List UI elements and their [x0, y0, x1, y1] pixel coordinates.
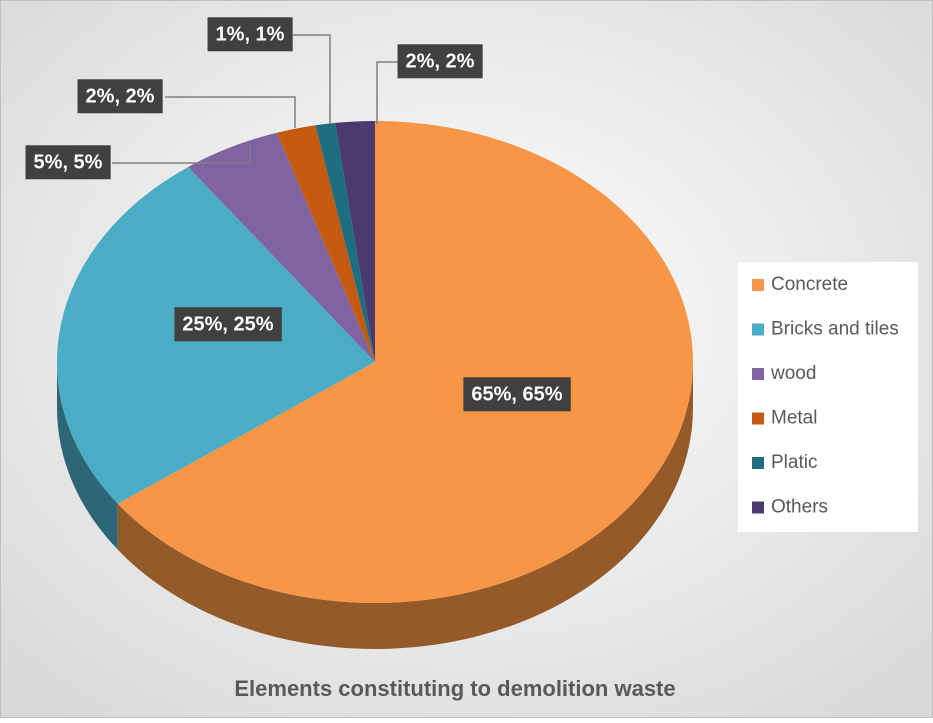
slice [276, 125, 375, 363]
data-label-group: 2%, 2% [397, 44, 483, 79]
leader-line [376, 61, 400, 124]
leader-line [165, 96, 296, 128]
slice [117, 121, 693, 604]
legend-label: Concrete [771, 274, 848, 295]
leader-line [290, 34, 331, 124]
data-label-group: 25%, 25% [174, 307, 282, 342]
data-label: 25%, 25% [182, 313, 273, 335]
data-label: 1%, 1% [216, 23, 285, 45]
data-label-box [463, 377, 571, 412]
legend-swatch [752, 412, 764, 425]
legend-label: Bricks and tiles [771, 319, 899, 340]
slice [335, 121, 375, 362]
legend-label: Platic [771, 452, 817, 473]
data-label: 65%, 65% [471, 383, 562, 405]
legend-swatch [752, 279, 764, 291]
data-label-group: 1%, 1% [207, 17, 293, 52]
data-label-box [397, 44, 483, 79]
data-label-box [207, 17, 293, 52]
data-label-box [25, 145, 111, 180]
data-label: 2%, 2% [406, 50, 475, 72]
leader-line [112, 145, 251, 164]
legend-label: Others [771, 497, 828, 518]
legend-swatch [752, 501, 764, 514]
chart-title: Elements constituting to demolition wast… [234, 676, 675, 701]
data-label-group: 2%, 2% [77, 79, 163, 114]
slice-side [57, 362, 118, 550]
data-label-group: 5%, 5% [25, 145, 111, 180]
legend-label: wood [770, 363, 816, 384]
data-label-box [174, 307, 282, 342]
legend-label: Metal [771, 408, 817, 429]
data-label-group: 65%, 65% [463, 377, 571, 412]
legend-box [738, 262, 918, 532]
slice [315, 122, 375, 362]
slice [188, 132, 375, 362]
data-label-box [77, 79, 163, 114]
legend-swatch [752, 368, 764, 380]
slice-side [117, 362, 693, 649]
data-label: 5%, 5% [34, 151, 103, 173]
data-label: 2%, 2% [86, 85, 155, 107]
legend-swatch [752, 323, 764, 336]
legend-swatch [752, 457, 764, 469]
